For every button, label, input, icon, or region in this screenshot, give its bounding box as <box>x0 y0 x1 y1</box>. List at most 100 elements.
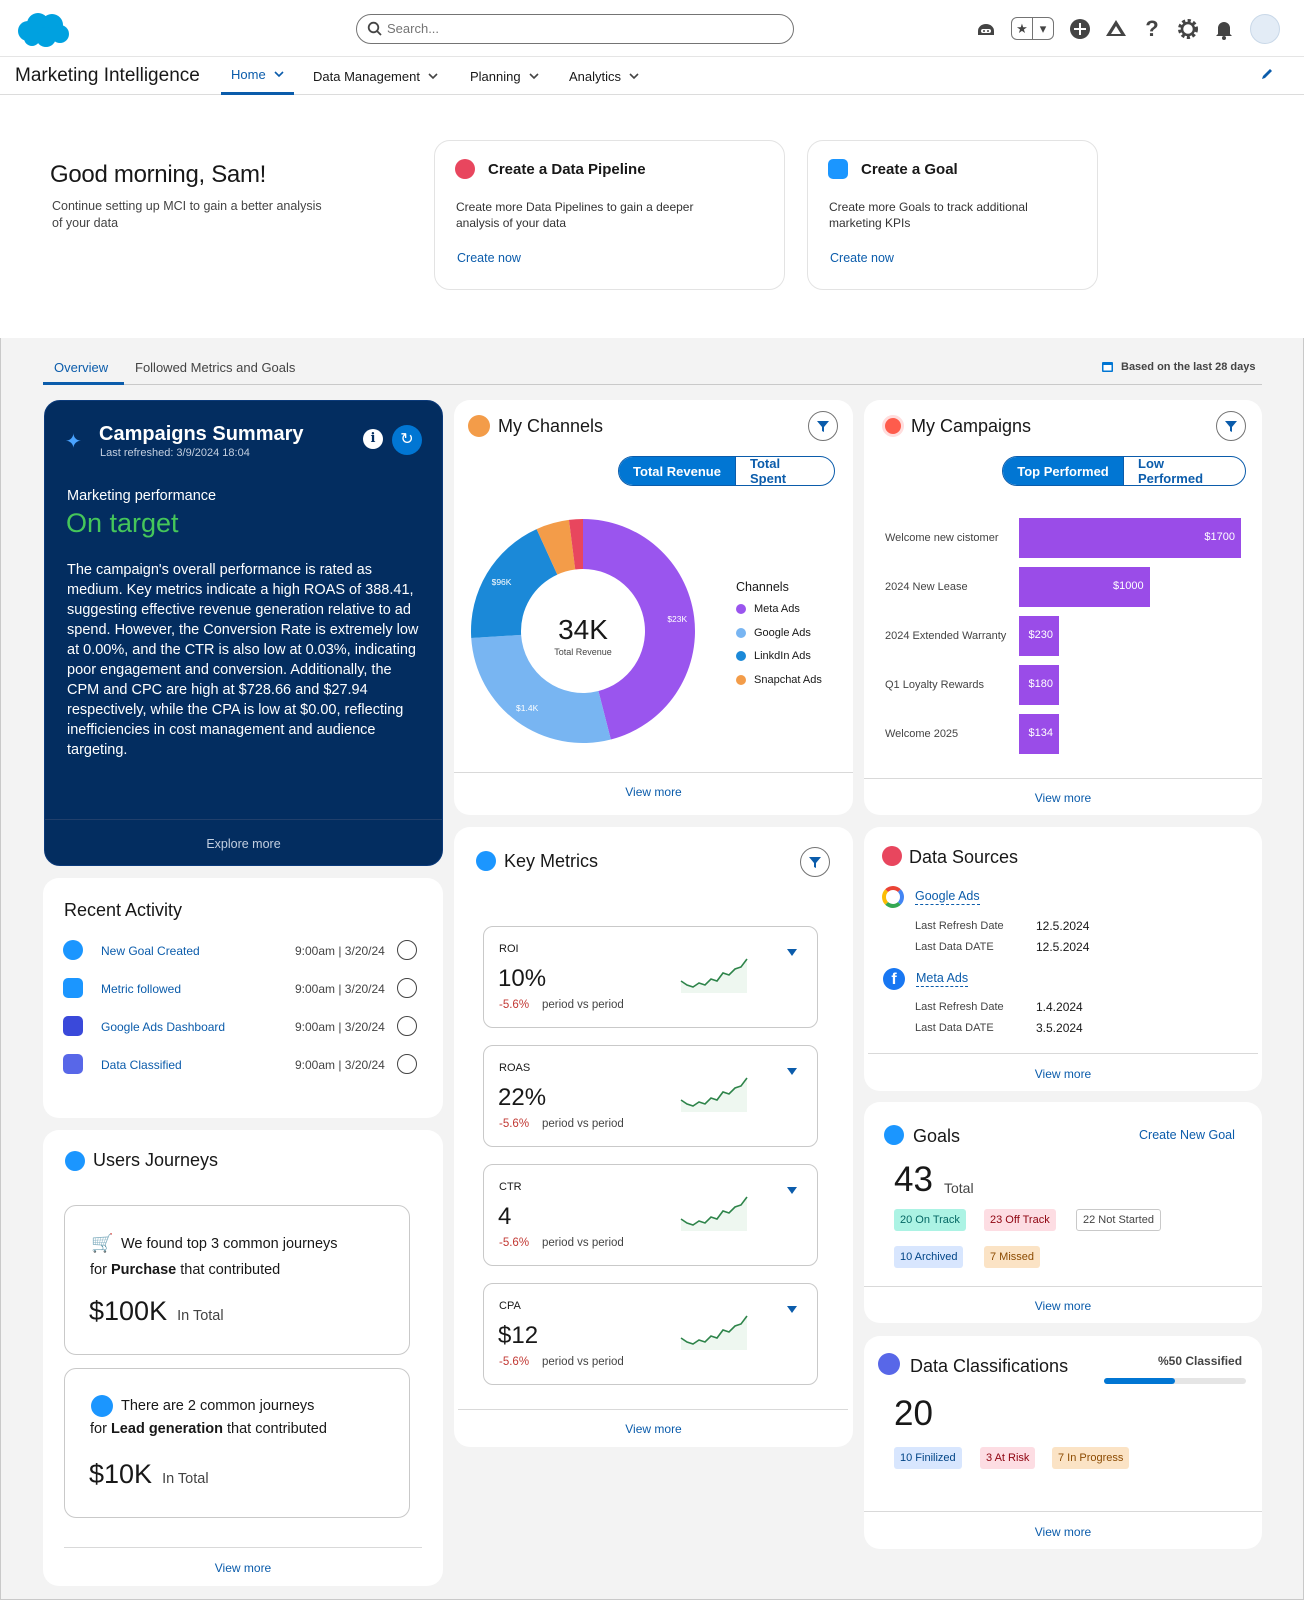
explore-more-link[interactable]: Explore more <box>206 837 281 851</box>
donut-slice[interactable] <box>471 634 611 743</box>
chevron-down-icon[interactable] <box>787 949 797 956</box>
metrics-view-more[interactable]: View more <box>625 1422 682 1436</box>
tab-home[interactable]: Home <box>221 57 294 95</box>
status-badge[interactable]: 10 Finilized <box>894 1447 962 1469</box>
agent-icon[interactable] <box>974 16 998 42</box>
classifications-total: 20 <box>894 1394 933 1433</box>
tab-analytics[interactable]: Analytics <box>569 57 639 95</box>
refresh-icon[interactable]: ↻ <box>392 425 422 455</box>
gear-icon[interactable] <box>1176 16 1200 42</box>
campaigns-view-more[interactable]: View more <box>1034 791 1092 805</box>
data-classifications-card: Data Classifications %50 Classified 20 1… <box>864 1336 1262 1549</box>
avatar[interactable] <box>1250 14 1280 44</box>
edit-pencil-icon[interactable] <box>1260 67 1274 81</box>
status-badge[interactable]: 7 Missed <box>984 1246 1041 1268</box>
info-icon[interactable]: i <box>363 429 383 449</box>
activity-item[interactable]: Data Classified 9:00am | 3/20/24 <box>63 1054 423 1076</box>
toggle-total-revenue[interactable]: Total Revenue <box>619 457 735 485</box>
divider <box>864 1286 1262 1287</box>
journeys-view-more[interactable]: View more <box>214 1561 272 1575</box>
goals-view-more[interactable]: View more <box>1034 1299 1092 1313</box>
create-new-goal-link[interactable]: Create New Goal <box>1139 1128 1235 1142</box>
donut-slice[interactable] <box>568 519 583 570</box>
legend-swatch <box>736 651 746 661</box>
bar[interactable]: $1000 <box>1019 567 1150 607</box>
sources-title: Data Sources <box>909 847 1019 867</box>
chevron-down-icon[interactable] <box>787 1068 797 1075</box>
status-badge[interactable]: 23 Off Track <box>984 1209 1056 1231</box>
metric-card[interactable]: ROAS 22% -5.6% period vs period <box>483 1045 818 1147</box>
tab-planning[interactable]: Planning <box>470 57 539 95</box>
donut-slice[interactable] <box>471 529 558 639</box>
status-badge[interactable]: 7 In Progress <box>1052 1447 1130 1469</box>
journey-card[interactable]: 🛒 We found top 3 common journeys for Pur… <box>64 1205 410 1355</box>
status-badge[interactable]: 3 At Risk <box>980 1447 1036 1469</box>
metric-card[interactable]: ROI 10% -5.6% period vs period <box>483 926 818 1028</box>
bar[interactable]: $1700 <box>1019 518 1241 558</box>
tab-overview[interactable]: Overview <box>54 360 109 375</box>
chevron-down-icon[interactable] <box>787 1187 797 1194</box>
campaigns-toggle[interactable]: Top Performed Low Performed <box>1002 456 1246 486</box>
channels-toggle[interactable]: Total Revenue Total Spent <box>618 456 835 486</box>
filter-icon <box>817 421 829 432</box>
add-icon[interactable] <box>1068 16 1092 42</box>
legend-item[interactable]: Meta Ads <box>736 603 800 615</box>
favorites-button[interactable]: ★ ▾ <box>1011 17 1054 40</box>
chevron-down-icon[interactable]: ▾ <box>1032 18 1053 39</box>
create-pipeline-link[interactable]: Create now <box>457 251 521 265</box>
chevron-down-icon[interactable] <box>629 72 639 80</box>
bar[interactable]: $134 <box>1019 714 1059 754</box>
activity-name[interactable]: Data Classified <box>101 1058 182 1072</box>
bar[interactable]: $230 <box>1019 616 1059 656</box>
legend-item[interactable]: Google Ads <box>736 627 811 639</box>
source-name[interactable]: Google Ads <box>915 889 980 905</box>
activity-item[interactable]: Metric followed 9:00am | 3/20/24 <box>63 978 423 1000</box>
chevron-down-icon[interactable] <box>274 71 284 78</box>
toggle-top-performed[interactable]: Top Performed <box>1003 457 1123 485</box>
classifications-view-more[interactable]: View more <box>1034 1525 1092 1539</box>
status-badge[interactable]: 22 Not Started <box>1076 1209 1161 1231</box>
toggle-low-performed[interactable]: Low Performed <box>1123 457 1244 485</box>
journey-card[interactable]: There are 2 common journeys for Lead gen… <box>64 1368 410 1518</box>
activity-item[interactable]: Google Ads Dashboard 9:00am | 3/20/24 <box>63 1016 423 1038</box>
star-icon[interactable]: ★ <box>1016 20 1028 36</box>
activity-name[interactable]: New Goal Created <box>101 944 200 958</box>
metric-card[interactable]: CPA $12 -5.6% period vs period <box>483 1283 818 1385</box>
chevron-down-icon[interactable] <box>397 940 417 960</box>
activity-item[interactable]: New Goal Created 9:00am | 3/20/24 <box>63 940 423 962</box>
sources-view-more[interactable]: View more <box>1034 1067 1092 1081</box>
chevron-down-icon[interactable] <box>428 72 438 80</box>
chevron-down-icon[interactable] <box>529 72 539 80</box>
donut-slice[interactable] <box>536 519 576 575</box>
metric-card[interactable]: CTR 4 -5.6% period vs period <box>483 1164 818 1266</box>
global-search[interactable] <box>356 14 794 44</box>
legend-item[interactable]: Snapchat Ads <box>736 674 822 686</box>
filter-button[interactable] <box>808 411 838 441</box>
status-badge[interactable]: 10 Archived <box>894 1246 964 1268</box>
toggle-total-spent[interactable]: Total Spent <box>735 457 833 485</box>
activity-name[interactable]: Google Ads Dashboard <box>101 1020 226 1034</box>
create-goal-link[interactable]: Create now <box>830 251 894 265</box>
tab-data-management[interactable]: Data Management <box>313 57 438 95</box>
search-input[interactable] <box>387 21 767 36</box>
activity-name[interactable]: Metric followed <box>101 982 182 996</box>
bell-icon[interactable] <box>1212 16 1236 42</box>
legend-item[interactable]: LinkdIn Ads <box>736 650 811 662</box>
chevron-down-icon[interactable] <box>397 1054 417 1074</box>
journey-unit: In Total <box>177 1308 224 1324</box>
filter-button[interactable] <box>800 847 830 877</box>
source-name[interactable]: Meta Ads <box>916 971 969 987</box>
salesforce-logo[interactable] <box>14 10 70 50</box>
trailhead-icon[interactable] <box>1104 16 1128 42</box>
chevron-down-icon[interactable] <box>787 1306 797 1313</box>
metric-change: -5.6% <box>499 999 530 1011</box>
chevron-down-icon[interactable] <box>397 978 417 998</box>
chevron-down-icon[interactable] <box>397 1016 417 1036</box>
help-icon[interactable]: ? <box>1145 16 1159 41</box>
filter-button[interactable] <box>1216 411 1246 441</box>
donut-slice[interactable] <box>583 519 696 740</box>
tab-followed[interactable]: Followed Metrics and Goals <box>135 360 296 375</box>
bar[interactable]: $180 <box>1019 665 1059 705</box>
channels-view-more[interactable]: View more <box>625 785 682 799</box>
status-badge[interactable]: 20 On Track <box>894 1209 966 1231</box>
